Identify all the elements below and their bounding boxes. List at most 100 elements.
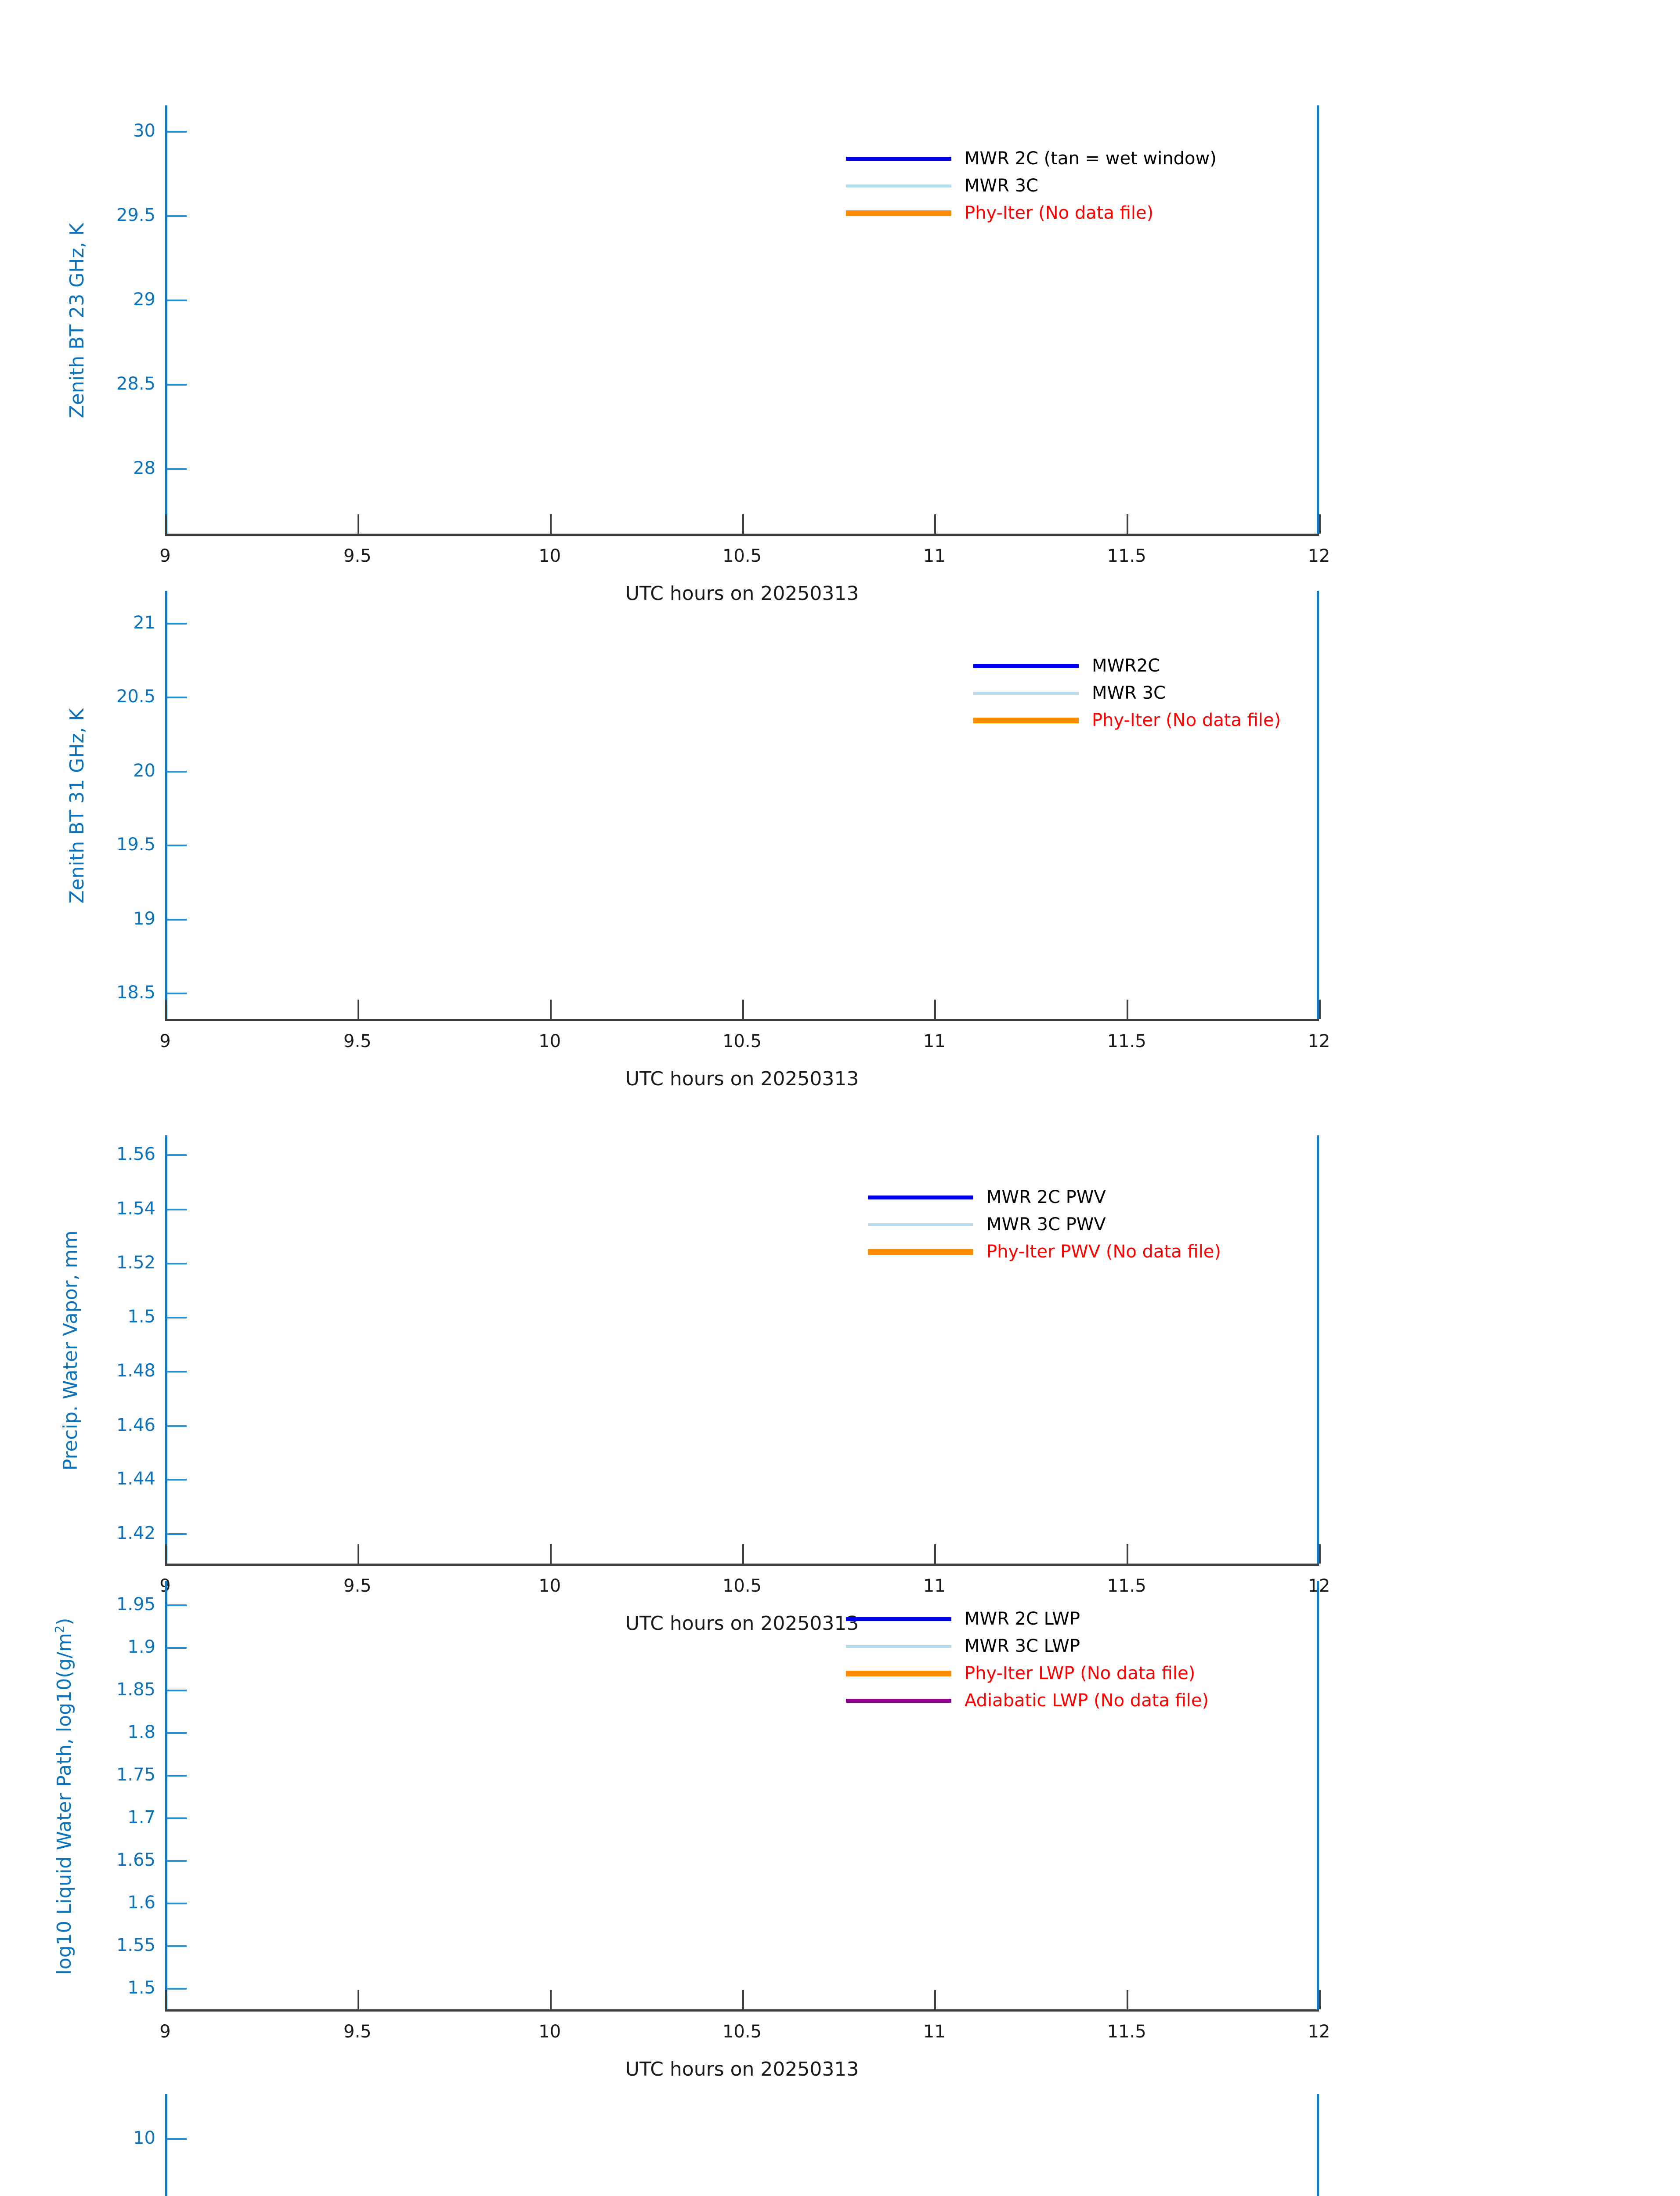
legend-item[interactable]: Adiabatic LWP (No data file) bbox=[846, 1687, 1209, 1714]
y-axis-title-4: log10 Liquid Water Path, log10(g/m2) bbox=[53, 1618, 76, 1975]
x-axis-spine-4 bbox=[165, 2009, 1319, 2012]
x-axis-spine-2 bbox=[165, 1019, 1319, 1021]
legend-label: Phy-Iter (No data file) bbox=[965, 203, 1154, 223]
legend-item[interactable]: Phy-Iter (No data file) bbox=[846, 199, 1217, 227]
legend-swatch-mwr3c bbox=[846, 1644, 951, 1648]
legend-swatch-adiabatic bbox=[846, 1698, 951, 1703]
x-tick-label: 11.5 bbox=[1107, 546, 1146, 566]
legend-label: MWR 3C bbox=[965, 176, 1038, 196]
legend-label: Phy-Iter PWV (No data file) bbox=[986, 1242, 1221, 1262]
right-spine-1 bbox=[1317, 105, 1319, 536]
panel-precip-water-vapor: Precip. Water Vapor, mm 1.42 1.44 1.46 1… bbox=[0, 1133, 1680, 1633]
x-tick-label: 10 bbox=[538, 1576, 561, 1596]
x-tick-label: 11 bbox=[923, 1031, 946, 1051]
right-spine-5 bbox=[1317, 2094, 1319, 2196]
legend-item[interactable]: MWR 2C LWP bbox=[846, 1605, 1209, 1633]
y-tick-label: 1.56 bbox=[116, 1144, 155, 1165]
x-tick-label: 9.5 bbox=[343, 1576, 372, 1596]
legend-swatch-phyiter bbox=[973, 717, 1079, 723]
y-tick-label: 1.7 bbox=[127, 1807, 155, 1828]
panel-log10-liquid-water-path: log10 Liquid Water Path, log10(g/m2) 1.5… bbox=[0, 1579, 1680, 2093]
legend-swatch-mwr3c bbox=[846, 184, 951, 188]
x-tick-label: 11 bbox=[923, 1576, 946, 1596]
panel-zenith-bt-23ghz: Zenith BT 23 GHz, K 28 28.5 29 29.5 30 9… bbox=[0, 0, 1680, 603]
y-tick-label: 1.48 bbox=[116, 1361, 155, 1381]
plot-area-2: Zenith BT 31 GHz, K 18.5 19 19.5 20 20.5… bbox=[66, 591, 1330, 1089]
x-tick-label: 9.5 bbox=[343, 1031, 372, 1051]
plot-area-4: log10 Liquid Water Path, log10(g/m2) 1.5… bbox=[53, 1581, 1330, 2079]
legend-item[interactable]: MWR 2C (tan = wet window) bbox=[846, 145, 1217, 172]
legend-swatch-mwr2c bbox=[973, 664, 1079, 668]
legend-item[interactable]: MWR 3C bbox=[973, 679, 1281, 707]
legend-item[interactable]: MWR2C bbox=[973, 652, 1281, 679]
x-tick-label: 12 bbox=[1308, 1031, 1330, 1051]
y-tick-label: 10 bbox=[133, 2127, 155, 2148]
y-tick-label: 21 bbox=[133, 612, 155, 633]
plot-area-3: Precip. Water Vapor, mm 1.42 1.44 1.46 1… bbox=[59, 1135, 1330, 1633]
legend-item[interactable]: MWR 3C bbox=[846, 172, 1217, 199]
right-spine-2 bbox=[1317, 591, 1319, 1021]
x-tick-label: 9.5 bbox=[343, 546, 372, 566]
legend-label: MWR 3C PWV bbox=[986, 1214, 1106, 1235]
legend-item[interactable]: Phy-Iter LWP (No data file) bbox=[846, 1660, 1209, 1687]
y-tick-label: 1.52 bbox=[116, 1253, 155, 1273]
x-axis-title-3: UTC hours on 20250313 bbox=[625, 1612, 859, 1635]
legend-swatch-mwr3c bbox=[868, 1223, 973, 1226]
y-tick-label: 20.5 bbox=[116, 686, 155, 707]
x-axis-spine-3 bbox=[165, 1564, 1319, 1566]
y-axis-title-1: Zenith BT 23 GHz, K bbox=[66, 223, 88, 419]
y-tick-label: 1.9 bbox=[127, 1636, 155, 1657]
legend-swatch-mwr2c bbox=[846, 1617, 951, 1621]
legend-label: MWR 3C LWP bbox=[965, 1636, 1080, 1656]
x-axis-title-1: UTC hours on 20250313 bbox=[625, 582, 859, 605]
legend-item[interactable]: Phy-Iter PWV (No data file) bbox=[868, 1238, 1221, 1265]
y-tick-label: 1.5 bbox=[127, 1306, 155, 1327]
y-axis-spine-3 bbox=[165, 1135, 167, 1566]
legend-label: Phy-Iter (No data file) bbox=[1092, 710, 1281, 730]
legend-item[interactable]: Phy-Iter (No data file) bbox=[973, 707, 1281, 734]
y-tick-label: 1.65 bbox=[116, 1850, 155, 1871]
x-tick-label: 11 bbox=[923, 546, 946, 566]
y-tick-label: 1.55 bbox=[116, 1935, 155, 1956]
x-axis-title-4: UTC hours on 20250313 bbox=[625, 2058, 859, 2080]
legend-label: MWR 3C bbox=[1092, 683, 1166, 703]
legend-label: MWR 2C LWP bbox=[965, 1609, 1080, 1629]
legend-item[interactable]: MWR 3C PWV bbox=[868, 1211, 1221, 1238]
y-axis-title-4-suffix: ) bbox=[53, 1618, 76, 1625]
y-axis-spine-4 bbox=[165, 1581, 167, 2012]
y-tick-label: 1.5 bbox=[127, 1978, 155, 1998]
plot-area-1: Zenith BT 23 GHz, K 28 28.5 29 29.5 30 9… bbox=[66, 105, 1330, 603]
x-tick-label: 11.5 bbox=[1107, 1576, 1146, 1596]
y-axis-spine-1 bbox=[165, 105, 167, 536]
y-axis-spine-2 bbox=[165, 591, 167, 1021]
y-tick-label: 20 bbox=[133, 760, 155, 781]
x-tick-label: 12 bbox=[1308, 2022, 1330, 2042]
x-tick-label: 11.5 bbox=[1107, 1031, 1146, 1051]
right-spine-3 bbox=[1317, 1135, 1319, 1566]
x-tick-label: 10 bbox=[538, 546, 561, 566]
y-tick-label: 19.5 bbox=[116, 834, 155, 855]
x-tick-label: 9.5 bbox=[343, 2022, 372, 2042]
panel-mwr-phy-iter-dq-flag: MWR Phy Iter DQ Flag 0 2 4 6 8 10 9 9.5 … bbox=[0, 2092, 1680, 2196]
legend-item[interactable]: MWR 2C PWV bbox=[868, 1184, 1221, 1211]
y-tick-label: 18.5 bbox=[116, 982, 155, 1003]
x-tick-label: 10.5 bbox=[722, 2022, 762, 2042]
x-tick-label: 11 bbox=[923, 2022, 946, 2042]
x-tick-label: 9 bbox=[159, 2022, 171, 2042]
y-axis-title-4-prefix: log10 Liquid Water Path, log10(g/m bbox=[53, 1633, 76, 1975]
y-tick-label: 1.54 bbox=[116, 1198, 155, 1219]
y-tick-label: 1.44 bbox=[116, 1469, 155, 1489]
y-axis-spine-5 bbox=[165, 2094, 167, 2196]
y-tick-label: 1.6 bbox=[127, 1893, 155, 1913]
y-axis-title-2: Zenith BT 31 GHz, K bbox=[66, 708, 88, 904]
y-tick-label: 1.46 bbox=[116, 1415, 155, 1435]
y-tick-label: 29 bbox=[133, 289, 155, 310]
legend-4: MWR 2C LWP MWR 3C LWP Phy-Iter LWP (No d… bbox=[846, 1605, 1209, 1714]
y-tick-label: 1.8 bbox=[127, 1722, 155, 1742]
legend-item[interactable]: MWR 3C LWP bbox=[846, 1633, 1209, 1660]
y-tick-label: 19 bbox=[133, 908, 155, 929]
legend-swatch-mwr2c bbox=[868, 1195, 973, 1199]
x-axis-spine-1 bbox=[165, 534, 1319, 536]
x-tick-label: 12 bbox=[1308, 546, 1330, 566]
